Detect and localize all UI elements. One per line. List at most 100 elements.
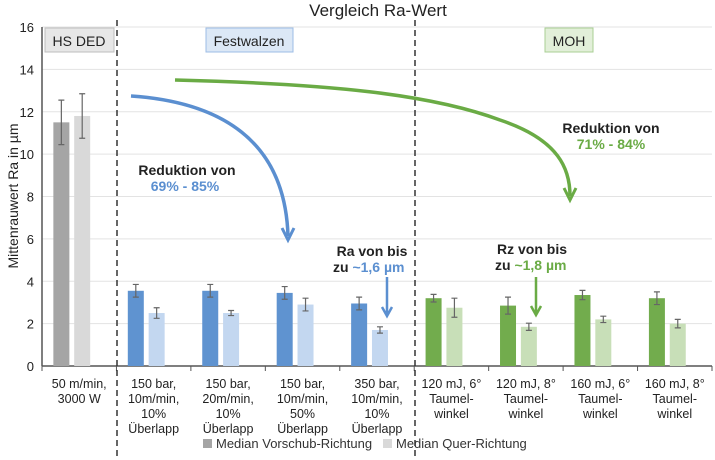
x-tick-label: 160 mJ, 8°	[645, 377, 705, 391]
error-bar	[228, 309, 235, 317]
moh-reduction-value: 71% - 84%	[577, 136, 646, 152]
svg-text:HS DED: HS DED	[53, 33, 106, 49]
x-tick-label: Überlapp	[352, 422, 403, 436]
y-tick-label: 6	[27, 232, 34, 247]
error-bar	[674, 318, 681, 329]
bar	[351, 303, 368, 366]
error-bar	[653, 291, 660, 306]
y-tick-label: 4	[27, 274, 34, 289]
legend-label-vorschub: Median Vorschub-Richtung	[216, 436, 372, 451]
x-tick-label: 3000 W	[58, 392, 101, 406]
y-axis-label: Mittenrauwert Ra in µm	[5, 124, 21, 269]
y-tick-label: 8	[27, 190, 34, 205]
y-tick-label: 14	[20, 62, 34, 77]
error-bar	[302, 297, 309, 312]
bar	[595, 319, 612, 366]
bar	[53, 122, 70, 366]
bar	[669, 323, 686, 366]
svg-text:MOH: MOH	[553, 33, 586, 49]
legend: Median Vorschub-Richtung Median Quer-Ric…	[203, 436, 527, 451]
x-tick-label: Taumel-	[429, 392, 473, 406]
error-bar	[79, 93, 86, 139]
error-bar	[430, 293, 437, 303]
legend-swatch-vorschub	[203, 439, 212, 448]
svg-text:Festwalzen: Festwalzen	[214, 33, 285, 49]
section-label-festwalzen: Festwalzen	[205, 27, 294, 53]
x-tick-label: 50 m/min,	[52, 377, 107, 391]
blue-curved-arrow	[130, 94, 290, 237]
error-bar	[600, 315, 607, 324]
bar	[148, 313, 165, 366]
x-tick-label: 150 bar,	[280, 377, 325, 391]
bar	[202, 290, 219, 366]
x-tick-label: 150 bar,	[131, 377, 176, 391]
error-bar	[356, 296, 363, 311]
x-tick-label: 120 mJ, 8°	[496, 377, 556, 391]
x-tick-label: Überlapp	[277, 422, 328, 436]
rz-annotation-line1: Rz von bis	[497, 241, 567, 257]
section-label-moh: MOH	[544, 27, 594, 53]
x-tick-label: Überlapp	[128, 422, 179, 436]
x-tick-label: Taumel-	[653, 392, 697, 406]
bar	[127, 290, 144, 366]
x-tick-label: 20m/min,	[202, 392, 253, 406]
chart-title: Vergleich Ra-Wert	[309, 1, 447, 20]
bar	[446, 307, 463, 366]
x-tick-label: Taumel-	[578, 392, 622, 406]
y-tick-label: 0	[27, 359, 34, 374]
x-tick-label: winkel	[582, 407, 618, 421]
blue-straight-arrow	[380, 277, 394, 319]
y-tick-label: 2	[27, 317, 34, 332]
x-tick-label: 10m/min,	[277, 392, 328, 406]
error-bar	[525, 322, 532, 332]
error-bar	[451, 297, 458, 318]
blue-arrowhead	[280, 227, 296, 244]
bar	[223, 313, 240, 366]
x-tick-label: Taumel-	[504, 392, 548, 406]
x-tick-label: 10m/min,	[128, 392, 179, 406]
legend-label-quer: Median Quer-Richtung	[396, 436, 527, 451]
error-bar	[207, 283, 214, 298]
section-label-hs-ded: HS DED	[44, 27, 115, 53]
legend-swatch-quer	[383, 439, 392, 448]
ra-annotation-line2: zu ~1,6 µm	[333, 259, 405, 275]
bar	[574, 295, 591, 366]
x-tick-label: 10%	[141, 407, 166, 421]
bar	[500, 305, 517, 366]
error-bar	[281, 285, 288, 300]
bar	[74, 115, 91, 366]
x-tick-label: winkel	[656, 407, 692, 421]
green-straight-arrow	[529, 277, 543, 318]
x-tick-label: 160 mJ, 6°	[570, 377, 630, 391]
x-tick-label: 50%	[290, 407, 315, 421]
x-tick-label: 150 bar,	[206, 377, 251, 391]
error-bar	[579, 289, 586, 301]
error-bar	[376, 326, 383, 334]
rz-annotation-line2: zu ~1,8 µm	[495, 257, 567, 273]
x-tick-label: 120 mJ, 6°	[421, 377, 481, 391]
error-bar	[153, 307, 160, 319]
fw-reduction-title: Reduktion von	[138, 162, 235, 178]
bar	[648, 298, 665, 366]
error-bar	[505, 296, 512, 315]
bar	[520, 326, 537, 366]
x-tick-label: Überlapp	[203, 422, 254, 436]
bar	[276, 292, 293, 366]
error-bar	[58, 99, 65, 146]
y-tick-label: 10	[20, 147, 34, 162]
fw-reduction-value: 69% - 85%	[151, 178, 220, 194]
y-tick-label: 16	[20, 20, 34, 35]
ra-annotation-line1: Ra von bis	[337, 243, 408, 259]
bar	[425, 298, 442, 366]
error-bar	[132, 283, 139, 298]
green-curved-arrow	[174, 78, 572, 197]
green-arrowhead	[562, 187, 578, 204]
y-tick-label: 12	[20, 105, 34, 120]
bar	[371, 329, 388, 366]
x-tick-label: 10m/min,	[351, 392, 402, 406]
x-tick-label: winkel	[508, 407, 544, 421]
x-tick-label: 10%	[364, 407, 389, 421]
x-tick-label: 350 bar,	[354, 377, 399, 391]
